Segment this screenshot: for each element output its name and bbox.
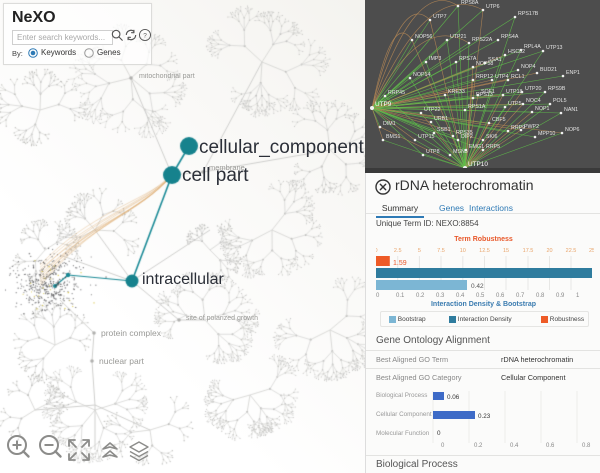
svg-text:0: 0 bbox=[376, 248, 378, 254]
svg-text:PWP2: PWP2 bbox=[524, 124, 539, 130]
svg-text:UTP5: UTP5 bbox=[508, 101, 522, 107]
svg-text:SSA1: SSA1 bbox=[488, 57, 502, 63]
svg-text:MPP10: MPP10 bbox=[538, 131, 555, 137]
svg-text:RPL4A: RPL4A bbox=[524, 44, 541, 50]
svg-text:RPS17B: RPS17B bbox=[518, 11, 539, 17]
svg-text:0.23: 0.23 bbox=[478, 413, 491, 420]
svg-text:?: ? bbox=[143, 33, 147, 40]
svg-text:RRP5: RRP5 bbox=[486, 144, 500, 150]
svg-text:UTP4: UTP4 bbox=[495, 74, 509, 80]
svg-text:URB1: URB1 bbox=[434, 116, 448, 122]
svg-text:DIM1: DIM1 bbox=[383, 121, 396, 127]
svg-text:UTP22: UTP22 bbox=[424, 107, 441, 113]
svg-text:RPS9B: RPS9B bbox=[548, 86, 566, 92]
svg-text:UTP21: UTP21 bbox=[450, 34, 467, 40]
svg-text:BMS1: BMS1 bbox=[386, 134, 400, 140]
svg-text:UTP7: UTP7 bbox=[433, 14, 447, 20]
svg-text:SSB1: SSB1 bbox=[437, 127, 451, 133]
svg-text:UTP9: UTP9 bbox=[375, 101, 392, 108]
svg-text:12.5: 12.5 bbox=[479, 248, 490, 254]
svg-text:UTP6: UTP6 bbox=[486, 4, 500, 10]
svg-text:NOP1: NOP1 bbox=[535, 106, 549, 112]
svg-text:Biological Process: Biological Process bbox=[376, 392, 427, 399]
svg-text:POL5: POL5 bbox=[553, 98, 567, 104]
svg-text:UTP10: UTP10 bbox=[468, 161, 488, 168]
svg-text:IMP3: IMP3 bbox=[429, 56, 441, 62]
svg-text:RPS8A: RPS8A bbox=[461, 0, 479, 6]
svg-text:10: 10 bbox=[460, 248, 466, 254]
svg-text:17.5: 17.5 bbox=[523, 248, 534, 254]
svg-text:NOP4: NOP4 bbox=[521, 64, 535, 70]
svg-text:RPS1A: RPS1A bbox=[468, 104, 486, 110]
svg-text:0: 0 bbox=[437, 430, 441, 437]
svg-text:0.42: 0.42 bbox=[471, 283, 484, 290]
svg-text:EMG1: EMG1 bbox=[469, 144, 484, 150]
svg-text:25: 25 bbox=[589, 248, 594, 254]
svg-text:2.5: 2.5 bbox=[394, 248, 402, 254]
svg-text:DIP2: DIP2 bbox=[461, 134, 473, 140]
svg-text:RPS22A: RPS22A bbox=[472, 37, 493, 43]
svg-text:KRE33: KRE33 bbox=[448, 89, 465, 95]
svg-text:UTP8: UTP8 bbox=[426, 149, 440, 155]
svg-text:7.5: 7.5 bbox=[437, 248, 445, 254]
svg-text:BUD21: BUD21 bbox=[540, 67, 557, 73]
svg-text:0.06: 0.06 bbox=[447, 394, 460, 401]
svg-text:NOP56: NOP56 bbox=[415, 34, 432, 40]
svg-text:NOP6: NOP6 bbox=[565, 127, 579, 133]
svg-text:UTP18: UTP18 bbox=[506, 89, 523, 95]
svg-text:RRP45: RRP45 bbox=[388, 90, 405, 96]
svg-text:NOP14: NOP14 bbox=[413, 72, 430, 78]
svg-text:22.5: 22.5 bbox=[566, 248, 577, 254]
svg-text:UTP15: UTP15 bbox=[418, 134, 435, 140]
svg-text:RPS13: RPS13 bbox=[476, 92, 493, 98]
svg-text:5: 5 bbox=[418, 248, 421, 254]
svg-text:RPS4A: RPS4A bbox=[501, 34, 519, 40]
svg-text:RPS7A: RPS7A bbox=[459, 56, 477, 62]
svg-text:20: 20 bbox=[546, 248, 552, 254]
svg-text:RRP12: RRP12 bbox=[476, 74, 493, 80]
svg-text:Molecular Function: Molecular Function bbox=[376, 430, 430, 437]
svg-text:RCL1: RCL1 bbox=[511, 74, 525, 80]
svg-text:UTP13: UTP13 bbox=[546, 45, 563, 51]
svg-text:NOC4: NOC4 bbox=[526, 98, 541, 104]
svg-text:NAN1: NAN1 bbox=[564, 107, 578, 113]
svg-text:HSC82: HSC82 bbox=[508, 49, 525, 55]
svg-text:CBF5: CBF5 bbox=[492, 117, 506, 123]
svg-text:15: 15 bbox=[503, 248, 509, 254]
svg-text:UTP20: UTP20 bbox=[525, 86, 542, 92]
svg-text:Cellular Component: Cellular Component bbox=[376, 411, 432, 418]
svg-text:SKI6: SKI6 bbox=[486, 134, 498, 140]
svg-text:1.59: 1.59 bbox=[393, 260, 407, 267]
svg-text:ENP1: ENP1 bbox=[566, 70, 580, 76]
